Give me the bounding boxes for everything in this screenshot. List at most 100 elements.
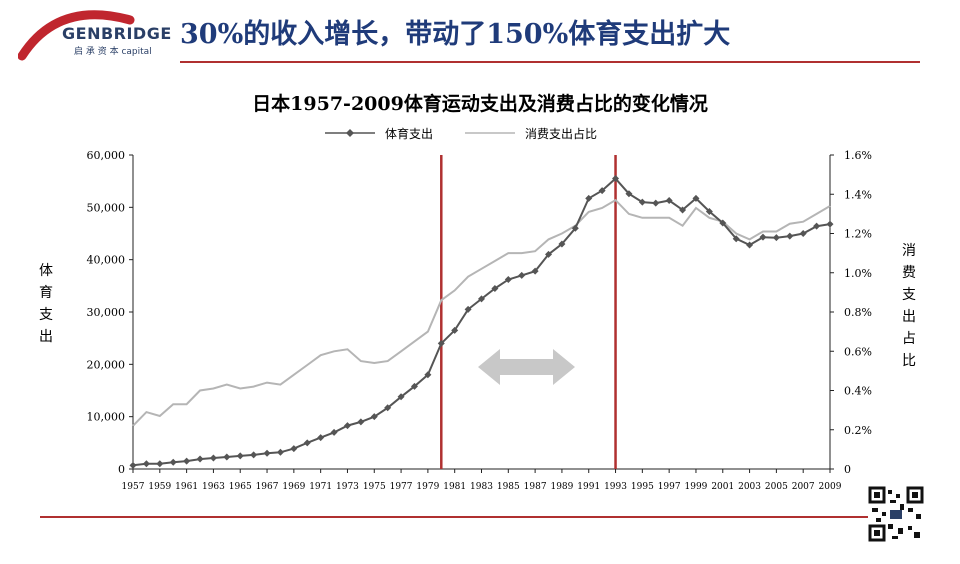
data-point-sports: [692, 194, 700, 202]
header-divider: [180, 61, 920, 63]
x-tick-label: 1995: [631, 482, 654, 492]
data-point-sports: [223, 453, 231, 461]
data-point-sports: [410, 382, 418, 390]
data-point-sports: [518, 271, 526, 279]
data-point-sports: [585, 194, 593, 202]
x-tick-label: 1981: [443, 482, 466, 492]
left-tick-label: 40,000: [87, 254, 126, 267]
x-tick-label: 1989: [550, 482, 573, 492]
series-ratio: [132, 198, 831, 427]
x-tick-label: 2001: [711, 482, 734, 492]
logo-name: GENBRIDGE: [62, 24, 172, 43]
data-point-sports: [799, 230, 807, 237]
data-point-sports: [330, 428, 338, 436]
right-tick-label: 0.4%: [844, 385, 872, 398]
left-tick-label: 20,000: [87, 358, 126, 371]
data-point-sports: [545, 250, 553, 258]
data-point-sports: [638, 198, 646, 206]
right-tick-label: 1.2%: [844, 228, 872, 241]
data-point-sports: [504, 276, 512, 284]
left-axis-title: 体育支出: [39, 263, 53, 345]
data-point-sports: [746, 241, 754, 249]
x-tick-label: 2007: [792, 482, 815, 492]
x-tick-label: 1975: [363, 482, 386, 492]
data-point-sports: [129, 461, 137, 469]
page-title: 30%的收入增长，带动了150%体育支出扩大: [180, 19, 731, 50]
company-logo: GENBRIDGE 启 承 资 本 capital: [18, 6, 171, 62]
right-axis-title: 消费支出占比: [902, 243, 916, 369]
data-point-sports: [424, 371, 432, 379]
x-tick-label: 1971: [309, 482, 332, 492]
data-point-sports: [759, 233, 767, 241]
data-point-sports: [625, 190, 633, 198]
series-line-ratio: [132, 198, 831, 427]
data-point-sports: [384, 404, 392, 412]
x-tick-label: 1987: [524, 482, 547, 492]
x-tick-label: 1977: [390, 482, 413, 492]
legend: 体育支出 消费支出占比: [325, 126, 597, 141]
series-line-sports: [132, 177, 831, 467]
data-point-sports: [531, 267, 539, 275]
left-tick-label: 10,000: [87, 411, 126, 424]
data-point-sports: [236, 452, 244, 460]
right-tick-label: 0.8%: [844, 306, 872, 319]
right-tick-label: 0.6%: [844, 345, 872, 358]
right-tick-label: 1.0%: [844, 267, 872, 280]
footer-divider: [40, 516, 920, 518]
x-tick-label: 1963: [202, 482, 225, 492]
data-point-sports: [665, 197, 673, 205]
chart-title: 日本1957-2009体育运动支出及消费占比的变化情况: [252, 92, 708, 115]
data-point-sports: [357, 418, 365, 426]
data-point-sports: [183, 457, 191, 465]
data-point-sports: [156, 460, 164, 468]
double-arrow-icon: [478, 349, 575, 385]
data-point-sports: [196, 455, 204, 463]
x-tick-label: 2005: [765, 482, 788, 492]
data-point-sports: [679, 206, 687, 214]
svg-text:体育支出: 体育支出: [39, 263, 53, 345]
data-point-sports: [397, 393, 405, 401]
data-point-sports: [451, 326, 459, 334]
left-tick-label: 30,000: [87, 306, 126, 319]
x-tick-label: 1979: [416, 482, 439, 492]
qr-code-icon: [868, 486, 924, 542]
data-point-sports: [317, 434, 325, 442]
x-tick-label: 1999: [685, 482, 708, 492]
legend-label-ratio: 消费支出占比: [525, 126, 597, 141]
x-tick-label: 1967: [256, 482, 279, 492]
data-point-sports: [250, 451, 258, 459]
series-sports: [129, 175, 834, 469]
right-tick-label: 1.4%: [844, 188, 872, 201]
data-point-sports: [772, 234, 780, 242]
x-tick-label: 1965: [229, 482, 252, 492]
data-point-sports: [290, 445, 298, 453]
data-point-sports: [571, 224, 579, 232]
data-point-sports: [437, 339, 445, 347]
data-point-sports: [343, 422, 351, 430]
left-tick-label: 60,000: [87, 149, 126, 162]
logo-arc-icon: [18, 10, 135, 61]
right-tick-label: 0: [844, 463, 851, 476]
data-point-sports: [169, 458, 177, 466]
data-point-sports: [612, 175, 620, 183]
svg-text:消费支出占比: 消费支出占比: [902, 243, 916, 369]
left-tick-label: 0: [118, 463, 125, 476]
logo-subtitle: 启 承 资 本 capital: [74, 47, 152, 57]
data-point-sports: [558, 240, 566, 248]
x-tick-label: 1997: [658, 482, 681, 492]
data-point-sports: [813, 222, 821, 230]
data-point-sports: [142, 460, 150, 468]
data-point-sports: [263, 449, 271, 457]
data-point-sports: [209, 454, 217, 462]
x-tick-label: 2009: [819, 482, 842, 492]
data-point-sports: [652, 199, 660, 207]
x-tick-label: 1959: [148, 482, 171, 492]
x-tick-label: 1993: [604, 482, 627, 492]
x-tick-label: 2003: [738, 482, 761, 492]
data-point-sports: [705, 208, 713, 216]
legend-label-sports: 体育支出: [385, 126, 433, 141]
x-tick-label: 1969: [282, 482, 305, 492]
x-tick-label: 1957: [122, 482, 145, 492]
data-point-sports: [303, 439, 311, 447]
